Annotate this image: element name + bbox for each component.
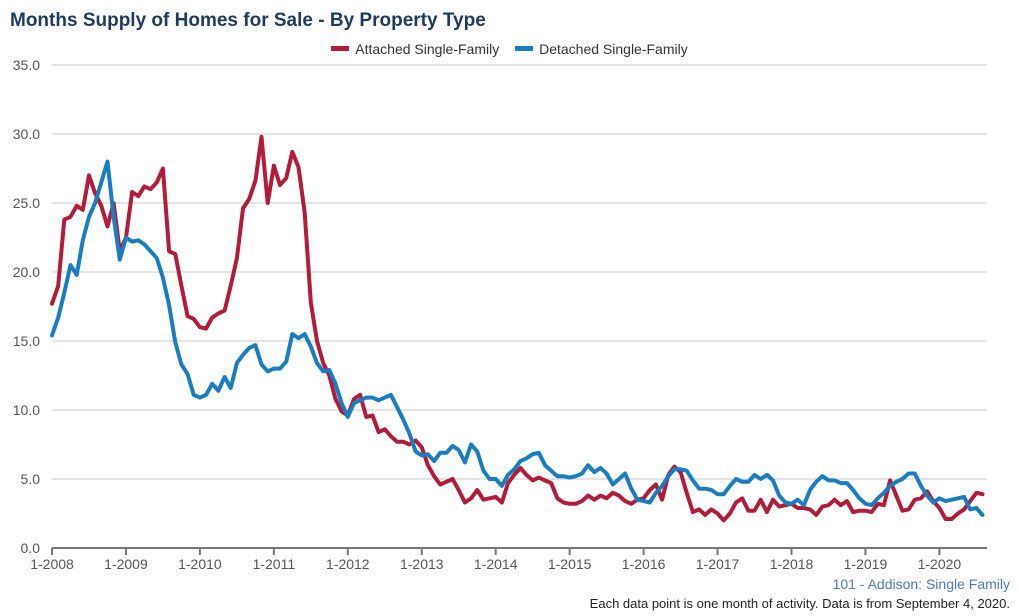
series-line-detached <box>50 159 985 517</box>
y-tick-label: 30.0 <box>13 126 40 142</box>
legend-item-attached[interactable]: Attached Single-Family <box>331 41 499 57</box>
x-tick-label: 1-2014 <box>474 556 518 572</box>
x-tick-label: 1-2008 <box>30 556 74 572</box>
x-tick-label: 1-2010 <box>178 556 222 572</box>
x-tick-label: 1-2015 <box>548 556 592 572</box>
y-tick-label: 35.0 <box>13 57 40 73</box>
chart-title: Months Supply of Homes for Sale - By Pro… <box>10 10 486 31</box>
x-tick-label: 1-2017 <box>696 556 740 572</box>
y-tick-label: 15.0 <box>13 333 40 349</box>
legend-item-detached[interactable]: Detached Single-Family <box>515 41 688 57</box>
x-tick-label: 1-2009 <box>104 556 148 572</box>
legend-label-detached: Detached Single-Family <box>539 40 688 57</box>
series-line-attached <box>50 134 985 523</box>
y-tick-label: 20.0 <box>13 264 40 280</box>
legend-swatch-detached <box>515 46 534 51</box>
y-tick-label: 10.0 <box>13 402 40 418</box>
x-tick-label: 1-2012 <box>326 556 370 572</box>
y-tick-label: 25.0 <box>13 195 40 211</box>
x-tick-label: 1-2013 <box>400 556 444 572</box>
x-tick-label: 1-2020 <box>918 556 962 572</box>
source-label: 101 - Addison: Single Family <box>832 576 1010 592</box>
y-tick-label: 5.0 <box>21 471 41 487</box>
x-tick-label: 1-2018 <box>770 556 814 572</box>
legend: Attached Single-Family Detached Single-F… <box>0 38 1019 57</box>
x-tick-label: 1-2011 <box>253 556 296 572</box>
y-tick-label: 0.0 <box>21 540 41 556</box>
legend-swatch-attached <box>331 46 350 51</box>
x-tick-label: 1-2016 <box>622 556 666 572</box>
legend-label-attached: Attached Single-Family <box>355 40 500 57</box>
x-tick-label: 1-2019 <box>844 556 888 572</box>
footnote: Each data point is one month of activity… <box>589 596 1010 611</box>
